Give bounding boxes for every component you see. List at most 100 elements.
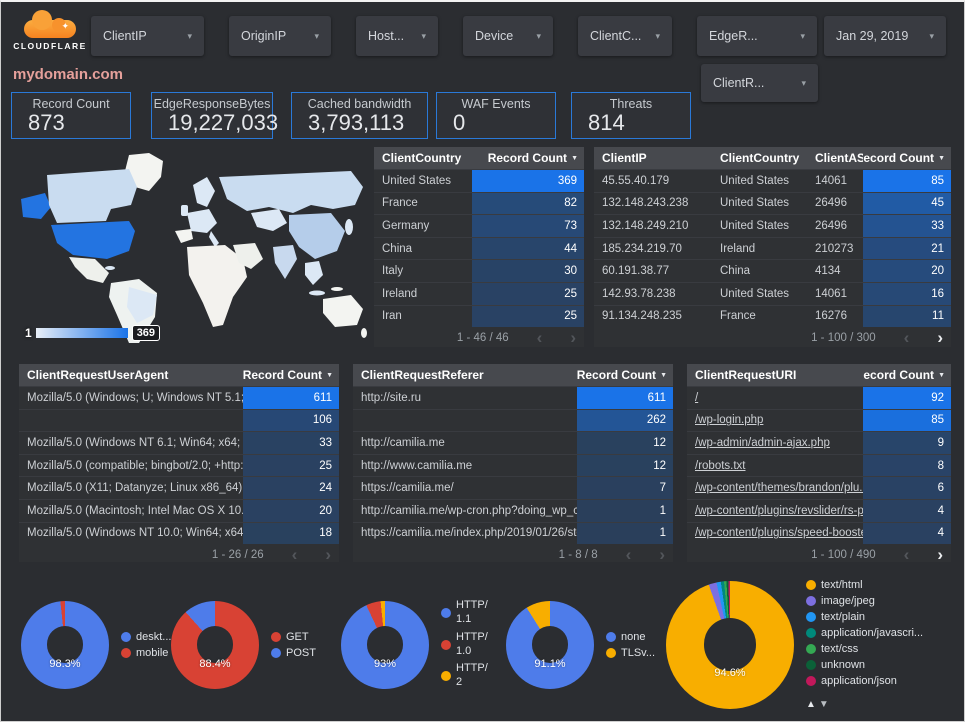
chevron-left-icon[interactable]: ‹ [536, 328, 543, 348]
chevron-down-icon: ▾ [929, 30, 934, 41]
column-header-clientcountry[interactable]: ClientCountry [720, 151, 800, 165]
legend-dot-icon [121, 647, 131, 658]
legend-label: HTTP/2 [456, 662, 488, 688]
table-row: Mozilla/5.0 (Windows NT 10.0; Win64; x64… [19, 521, 339, 545]
table-row: Mozilla/5.0 (Windows; U; Windows NT 5.1;… [19, 386, 339, 409]
chevron-left-icon[interactable]: ‹ [625, 545, 632, 565]
column-header-record-count[interactable]: Record Count▼ [577, 368, 667, 382]
legend-scroll-down-icon[interactable]: ▼ [818, 699, 832, 710]
legend-item-image-jpeg[interactable]: image/jpeg [806, 595, 923, 607]
legend-item-tlsv[interactable]: TLSv... [606, 647, 655, 659]
dimension-cell: 14061 [815, 287, 847, 300]
record-count-cell: 33 [863, 215, 951, 237]
chevron-right-icon[interactable]: › [659, 545, 665, 565]
legend-dot-icon [441, 639, 451, 650]
legend-item-http-2[interactable]: HTTP/2 [441, 662, 493, 690]
chevron-right-icon[interactable]: › [570, 328, 576, 348]
uri-link[interactable]: /robots.txt [695, 459, 746, 472]
pagination: 1 - 100 / 300 ‹ › [594, 329, 951, 346]
filter-chip-host[interactable]: Host... ▾ [356, 16, 438, 56]
filter-chip-clientip[interactable]: ClientIP ▾ [91, 16, 204, 56]
legend-item-text-css[interactable]: text/css [806, 643, 923, 655]
http-version-donut: 93% HTTP/1.1 HTTP/1.0 HTTP/2 [341, 572, 506, 717]
filter-chip-clientrequest[interactable]: ClientR... ▾ [701, 64, 818, 102]
legend-item-application-javascri[interactable]: application/javascri... [806, 627, 923, 639]
column-header-record-count[interactable]: Record Count▼ [487, 151, 578, 165]
world-map-chart[interactable]: 1 369 [11, 147, 371, 347]
uri-link[interactable]: /wp-admin/admin-ajax.php [695, 436, 830, 449]
column-header-clientasn[interactable]: ClientASN [815, 151, 863, 165]
donut-chart-device-type[interactable]: 98.3% [21, 600, 109, 689]
column-header-clientrequesturi[interactable]: ClientRequestURI [695, 368, 797, 382]
legend-max-value: 369 [131, 325, 161, 341]
record-count-cell: 106 [243, 409, 339, 432]
chevron-left-icon[interactable]: ‹ [903, 545, 910, 565]
record-count-cell: 18 [243, 522, 339, 545]
dimension-cell: Mozilla/5.0 (Windows; U; Windows NT 5.1;… [27, 391, 243, 404]
chevron-left-icon[interactable]: ‹ [903, 328, 910, 348]
column-header-record-count[interactable]: Record Count▼ [863, 368, 945, 382]
record-count-cell: 73 [472, 215, 584, 237]
uri-link[interactable]: /wp-content/themes/brandon/plu... [695, 482, 863, 495]
donut-chart-content-type[interactable]: 94.6% [666, 580, 794, 709]
table-row: https://camilia.me/index.php/2019/01/26/… [353, 521, 673, 545]
filter-chip-edger[interactable]: EdgeR... ▾ [697, 16, 817, 56]
column-header-clientrequestuseragent[interactable]: ClientRequestUserAgent [27, 368, 169, 382]
donut-chart-tls-version[interactable]: 91.1% [506, 600, 594, 689]
filter-chip-label: ClientC... [590, 29, 642, 43]
table-row: /wp-admin/admin-ajax.php 9 [687, 431, 951, 454]
donut-chart-http-version[interactable]: 93% [341, 600, 429, 689]
dimension-cell: 26496 [815, 197, 847, 210]
column-header-clientcountry[interactable]: ClientCountry [382, 151, 462, 165]
column-header-record-count[interactable]: Record Count▼ [863, 151, 945, 165]
table-header-row: ClientRequestReferer Record Count ▼ [353, 364, 673, 386]
cloudflare-cloud-icon [24, 10, 76, 38]
legend-item-application-json[interactable]: application/json [806, 675, 923, 687]
legend-item-http-1-0[interactable]: HTTP/1.0 [441, 631, 493, 659]
legend-item-get[interactable]: GET [271, 631, 316, 643]
legend-item-mobile[interactable]: mobile [121, 647, 171, 659]
record-count-cell: 262 [577, 409, 673, 432]
donut-hole [531, 626, 569, 663]
uri-link[interactable]: /wp-login.php [695, 414, 764, 427]
legend-item-text-html[interactable]: text/html [806, 579, 923, 591]
chevron-left-icon[interactable]: ‹ [291, 545, 298, 565]
legend-scroll-up-icon[interactable]: ▲ [806, 699, 819, 710]
chevron-right-icon[interactable]: › [325, 545, 331, 565]
table-body: 45.55.40.179 United States 14061 85 132.148.… [594, 169, 951, 328]
legend-item-http-1-1[interactable]: HTTP/1.1 [441, 599, 493, 627]
table-row: Mozilla/5.0 (X11; Datanyze; Linux x86_64… [19, 476, 339, 499]
filter-chip-label: Host... [368, 29, 405, 43]
chevron-right-icon[interactable]: › [937, 328, 943, 348]
legend-label: HTTP/1.1 [456, 599, 488, 625]
uri-link[interactable]: /wp-content/plugins/speed-booste... [695, 527, 863, 540]
legend-item-none[interactable]: none [606, 631, 655, 643]
dimension-cell: Ireland [382, 287, 418, 300]
date-range-filter[interactable]: Jan 29, 2019 ▾ [824, 16, 946, 56]
legend-item-text-plain[interactable]: text/plain [806, 611, 923, 623]
legend-gradient-bar [35, 328, 128, 338]
dimension-cell: 91.134.248.235 [602, 310, 682, 323]
column-header-record-count[interactable]: Record Count▼ [243, 368, 333, 382]
donut-percent-label: 94.6% [714, 666, 746, 679]
donut-chart-request-method[interactable]: 88.4% [171, 600, 259, 689]
legend-item-deskt[interactable]: deskt... [121, 631, 171, 643]
filter-chip-originip[interactable]: OriginIP ▾ [229, 16, 331, 56]
legend-item-post[interactable]: POST [271, 647, 316, 659]
legend-dot-icon [806, 644, 816, 654]
uri-link[interactable]: / [695, 391, 699, 404]
column-header-clientrequestreferer[interactable]: ClientRequestReferer [361, 368, 484, 382]
record-count-cell: 25 [472, 305, 584, 328]
uri-link[interactable]: /wp-content/plugins/revslider/rs-p... [695, 504, 863, 517]
column-header-clientip[interactable]: ClientIP [602, 151, 647, 165]
record-count-cell: 44 [472, 237, 584, 260]
table-row: 60.191.38.77 China 4134 20 [594, 259, 951, 282]
legend-dot-icon [806, 580, 816, 590]
filter-chip-device[interactable]: Device ▾ [463, 16, 553, 56]
dimension-cell: Iran [382, 310, 402, 323]
chevron-right-icon[interactable]: › [937, 545, 943, 565]
legend-item-unknown[interactable]: unknown [806, 659, 923, 671]
page-title: mydomain.com [13, 66, 124, 83]
record-count-cell: 6 [863, 477, 951, 499]
filter-chip-clientc[interactable]: ClientC... ▾ [578, 16, 672, 56]
